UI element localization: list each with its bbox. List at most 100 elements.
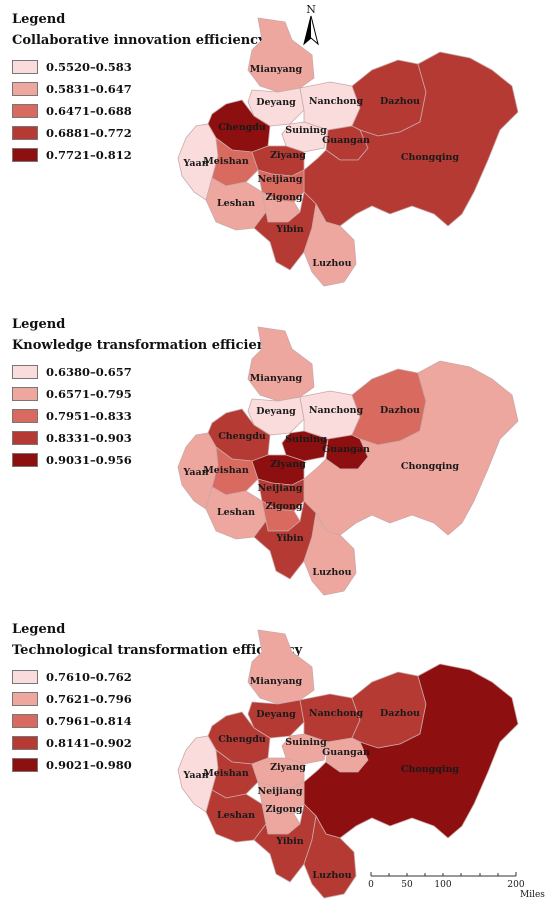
region-label-mianyang: Mianyang	[250, 64, 303, 75]
north-arrow: N	[298, 2, 324, 48]
region-label-meishan: Meishan	[203, 156, 249, 167]
legend-swatch	[12, 453, 38, 467]
scale-tick-200: 200	[507, 880, 524, 890]
region-label-yibin: Yibin	[275, 224, 303, 235]
region-luzhou	[303, 814, 357, 899]
region-label-yibin: Yibin	[275, 533, 303, 544]
region-label-meishan: Meishan	[203, 768, 249, 779]
legend-item: 0.6571–0.795	[12, 383, 282, 405]
region-label-luzhou: Luzhou	[312, 870, 351, 881]
legend-label: 0.7610–0.762	[46, 670, 132, 684]
legend-subtitle: Knowledge transformation efficiency	[12, 338, 282, 353]
legend-item: 0.7610–0.762	[12, 666, 302, 688]
region-label-ziyang: Ziyang	[270, 150, 306, 161]
legend-swatch	[12, 670, 38, 684]
legend-swatch	[12, 104, 38, 118]
region-label-mianyang: Mianyang	[250, 373, 303, 384]
legend-swatch	[12, 758, 38, 772]
legend-item: 0.6380–0.657	[12, 361, 282, 383]
region-label-chongqing: Chongqing	[401, 152, 460, 163]
region-label-leshan: Leshan	[217, 507, 255, 518]
legend-label: 0.8141–0.902	[46, 736, 132, 750]
region-label-neijiang: Neijiang	[257, 174, 302, 185]
legend-item: 0.8141–0.902	[12, 732, 302, 754]
north-arrow-icon: N	[303, 3, 319, 46]
region-label-zigong: Zigong	[265, 804, 302, 815]
region-label-yaan: Yaan	[182, 770, 208, 781]
region-label-dazhou: Dazhou	[380, 96, 420, 107]
region-label-suining: Suining	[285, 125, 327, 136]
legend-item: 0.6471–0.688	[12, 100, 266, 122]
region-label-yaan: Yaan	[182, 158, 208, 169]
map-panel-knowledge: Legend Knowledge transformation efficien…	[0, 305, 550, 605]
choropleth-map: Mianyang Deyang Nanchong Dazhou Chengdu Suini…	[177, 326, 519, 596]
region-label-dazhou: Dazhou	[380, 405, 420, 416]
legend-swatch	[12, 409, 38, 423]
region-label-chengdu: Chengdu	[218, 122, 266, 133]
legend: Legend Collaborative innovation efficien…	[12, 12, 266, 166]
legend-heading: Legend	[12, 317, 66, 332]
region-label-ziyang: Ziyang	[270, 459, 306, 470]
region-label-nanchong: Nanchong	[309, 405, 364, 416]
legend-label: 0.6380–0.657	[46, 365, 132, 379]
region-label-yaan: Yaan	[182, 467, 208, 478]
region-label-suining: Suining	[285, 434, 327, 445]
legend-item: 0.9021–0.980	[12, 754, 302, 776]
region-label-chongqing: Chongqing	[401, 764, 460, 775]
region-chongqing	[303, 51, 519, 227]
region-mianyang	[247, 326, 315, 402]
legend-item: 0.9031–0.956	[12, 449, 282, 471]
legend-label: 0.7721–0.812	[46, 148, 132, 162]
region-label-meishan: Meishan	[203, 465, 249, 476]
region-suining	[281, 733, 329, 765]
legend-swatch	[12, 387, 38, 401]
legend-item: 0.8331–0.903	[12, 427, 282, 449]
legend-rows: 0.7610–0.762 0.7621–0.796 0.7961–0.814 0.81…	[12, 666, 302, 776]
legend-subtitle: Technological transformation efficiency	[12, 643, 303, 658]
legend-item: 0.7951–0.833	[12, 405, 282, 427]
scale-unit: Miles	[520, 890, 545, 900]
region-label-neijiang: Neijiang	[257, 483, 302, 494]
region-label-luzhou: Luzhou	[312, 567, 351, 578]
legend-item: 0.7621–0.796	[12, 688, 302, 710]
legend-item: 0.7721–0.812	[12, 144, 266, 166]
legend-label: 0.9021–0.980	[46, 758, 132, 772]
region-label-yibin: Yibin	[275, 836, 303, 847]
legend-label: 0.6571–0.795	[46, 387, 132, 401]
region-suining	[281, 121, 329, 153]
legend-item: 0.7961–0.814	[12, 710, 302, 732]
region-label-chongqing: Chongqing	[401, 461, 460, 472]
legend-swatch	[12, 365, 38, 379]
legend-item: 0.6881–0.772	[12, 122, 266, 144]
legend-swatch	[12, 431, 38, 445]
region-label-luzhou: Luzhou	[312, 258, 351, 269]
map-panel-technological: Legend Technological transformation effi…	[0, 610, 550, 905]
region-label-nanchong: Nanchong	[309, 96, 364, 107]
region-label-dazhou: Dazhou	[380, 708, 420, 719]
choropleth-map: Mianyang Deyang Nanchong Dazhou Chengdu Suini…	[177, 17, 519, 287]
legend-item: 0.5520–0.583	[12, 56, 266, 78]
region-label-suining: Suining	[285, 737, 327, 748]
legend-label: 0.6471–0.688	[46, 104, 132, 118]
legend-swatch	[12, 60, 38, 74]
legend-swatch	[12, 736, 38, 750]
scale-tick-100: 100	[434, 880, 451, 890]
legend-heading: Legend	[12, 12, 66, 27]
scale-bar: 0 50 100 200 Miles	[360, 870, 545, 900]
legend-rows: 0.6380–0.657 0.6571–0.795 0.7951–0.833 0.83…	[12, 361, 282, 471]
region-label-zigong: Zigong	[265, 192, 302, 203]
legend-swatch	[12, 714, 38, 728]
region-label-leshan: Leshan	[217, 198, 255, 209]
legend: Legend Knowledge transformation efficien…	[12, 317, 282, 471]
region-label-guangan: Guangan	[322, 747, 370, 758]
legend-label: 0.9031–0.956	[46, 453, 132, 467]
map-panel-collaborative: Legend Collaborative innovation efficien…	[0, 0, 550, 300]
region-suining	[281, 430, 329, 462]
legend-swatch	[12, 148, 38, 162]
north-label: N	[306, 3, 316, 16]
legend-subtitle: Collaborative innovation efficiency	[12, 33, 266, 48]
legend-swatch	[12, 692, 38, 706]
legend-label: 0.6881–0.772	[46, 126, 132, 140]
region-label-zigong: Zigong	[265, 501, 302, 512]
region-chongqing	[303, 360, 519, 536]
